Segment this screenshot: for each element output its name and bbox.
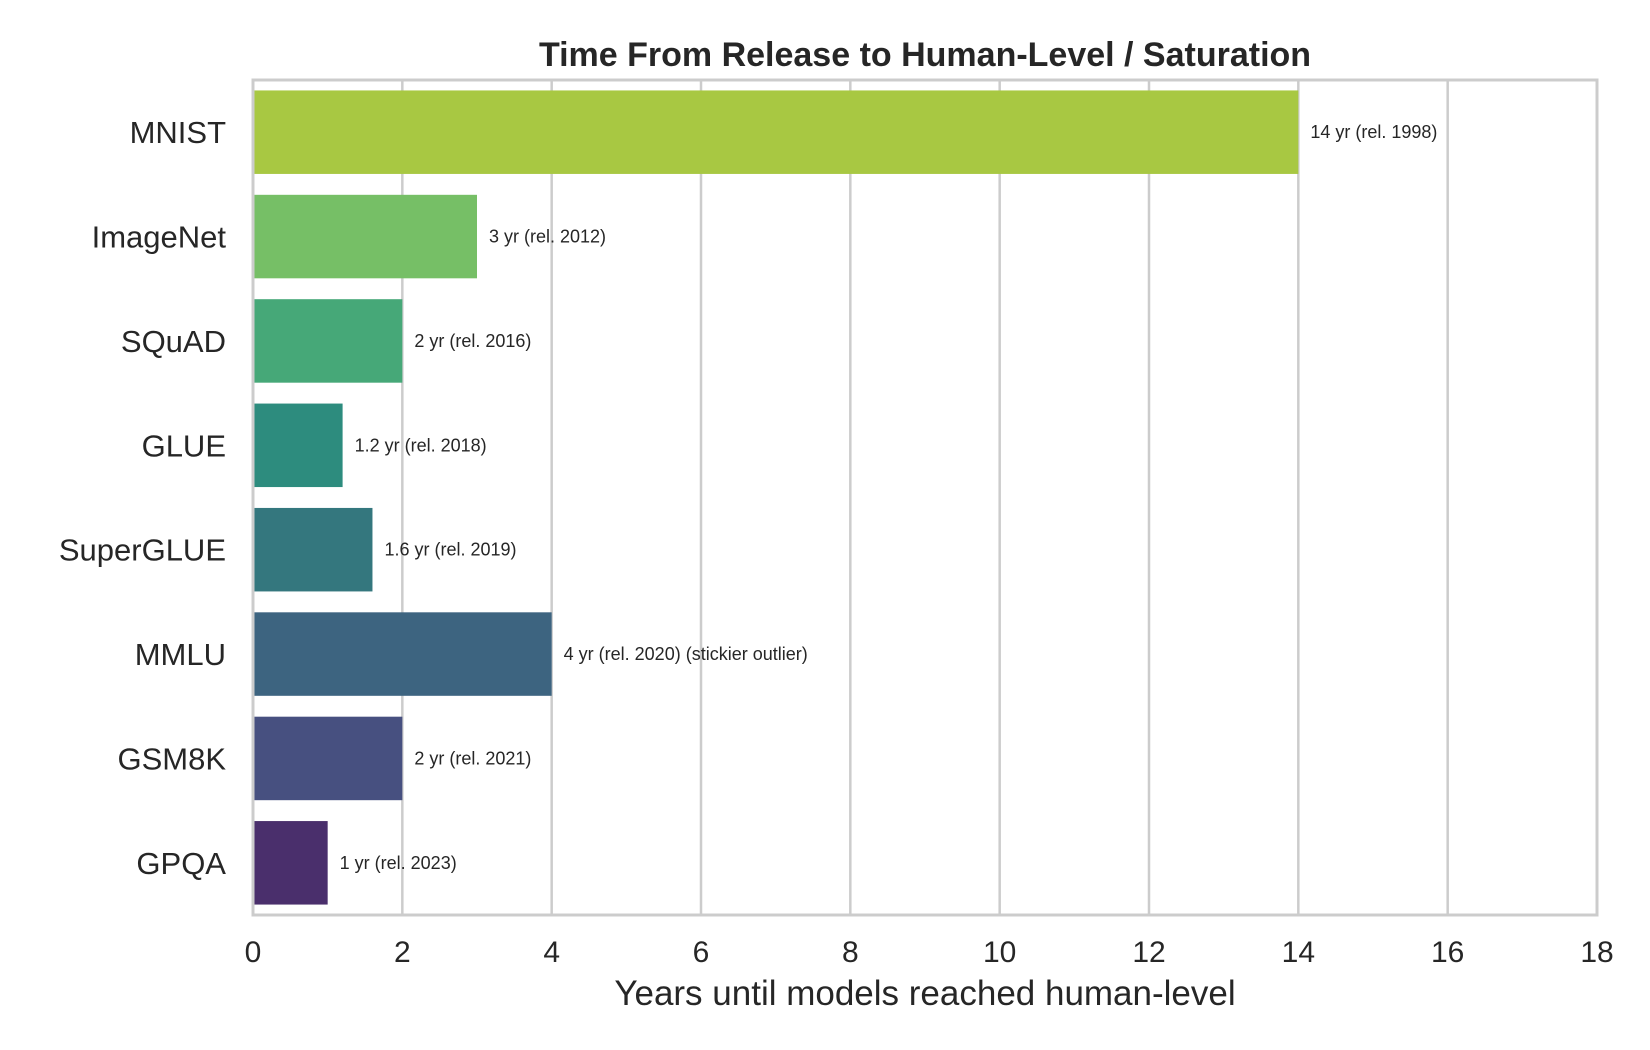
data-label: 3 yr (rel. 2012)	[489, 227, 606, 247]
bar-imagenet	[253, 194, 477, 279]
data-label: 4 yr (rel. 2020) (stickier outlier)	[564, 644, 808, 664]
data-label: 1.6 yr (rel. 2019)	[384, 540, 516, 560]
x-tick-label: 4	[543, 936, 560, 969]
y-tick-label: MNIST	[130, 115, 227, 150]
y-tick-label: SQuAD	[121, 324, 226, 359]
chart-title: Time From Release to Human-Level / Satur…	[539, 36, 1311, 74]
x-tick-label: 10	[983, 936, 1016, 969]
data-label: 2 yr (rel. 2021)	[414, 748, 531, 768]
bar-squad	[253, 299, 403, 383]
x-tick-label: 16	[1431, 936, 1464, 969]
y-tick-label: GSM8K	[117, 741, 226, 776]
x-tick-label: 8	[842, 936, 859, 969]
x-tick-label: 0	[245, 936, 262, 969]
data-labels: 14 yr (rel. 1998) 3 yr (rel. 2012) 2 yr (r…	[340, 122, 1438, 873]
bar-glue	[253, 403, 343, 488]
bar-gsm8k	[253, 716, 403, 801]
y-tick-label: ImageNet	[92, 220, 227, 255]
bar-mmlu	[253, 612, 552, 696]
y-tick-labels: MNIST ImageNet SQuAD GLUE SuperGLUE MMLU GSM8K…	[59, 115, 227, 881]
x-tick-label: 14	[1282, 936, 1315, 969]
x-tick-label: 6	[693, 936, 710, 969]
data-label: 1 yr (rel. 2023)	[340, 853, 457, 873]
data-label: 2 yr (rel. 2016)	[414, 331, 531, 351]
data-label: 14 yr (rel. 1998)	[1310, 122, 1437, 142]
y-tick-label: MMLU	[135, 637, 226, 672]
x-axis-label: Years until models reached human-level	[614, 974, 1235, 1013]
y-tick-label: GLUE	[142, 428, 226, 463]
x-tick-label: 12	[1132, 936, 1165, 969]
bars	[253, 90, 1299, 905]
plot-frame	[251, 78, 1599, 917]
bar-gpqa	[253, 821, 328, 905]
x-tick-labels: 0 2 4 6 8 10 12 14 16 18	[245, 936, 1614, 969]
x-tick-label: 2	[394, 936, 411, 969]
data-label: 1.2 yr (rel. 2018)	[355, 435, 487, 455]
y-tick-label: SuperGLUE	[59, 533, 226, 568]
bar-mnist	[253, 90, 1299, 174]
bar-superglue	[253, 507, 373, 592]
x-tick-label: 18	[1580, 936, 1613, 969]
y-tick-label: GPQA	[136, 846, 226, 881]
